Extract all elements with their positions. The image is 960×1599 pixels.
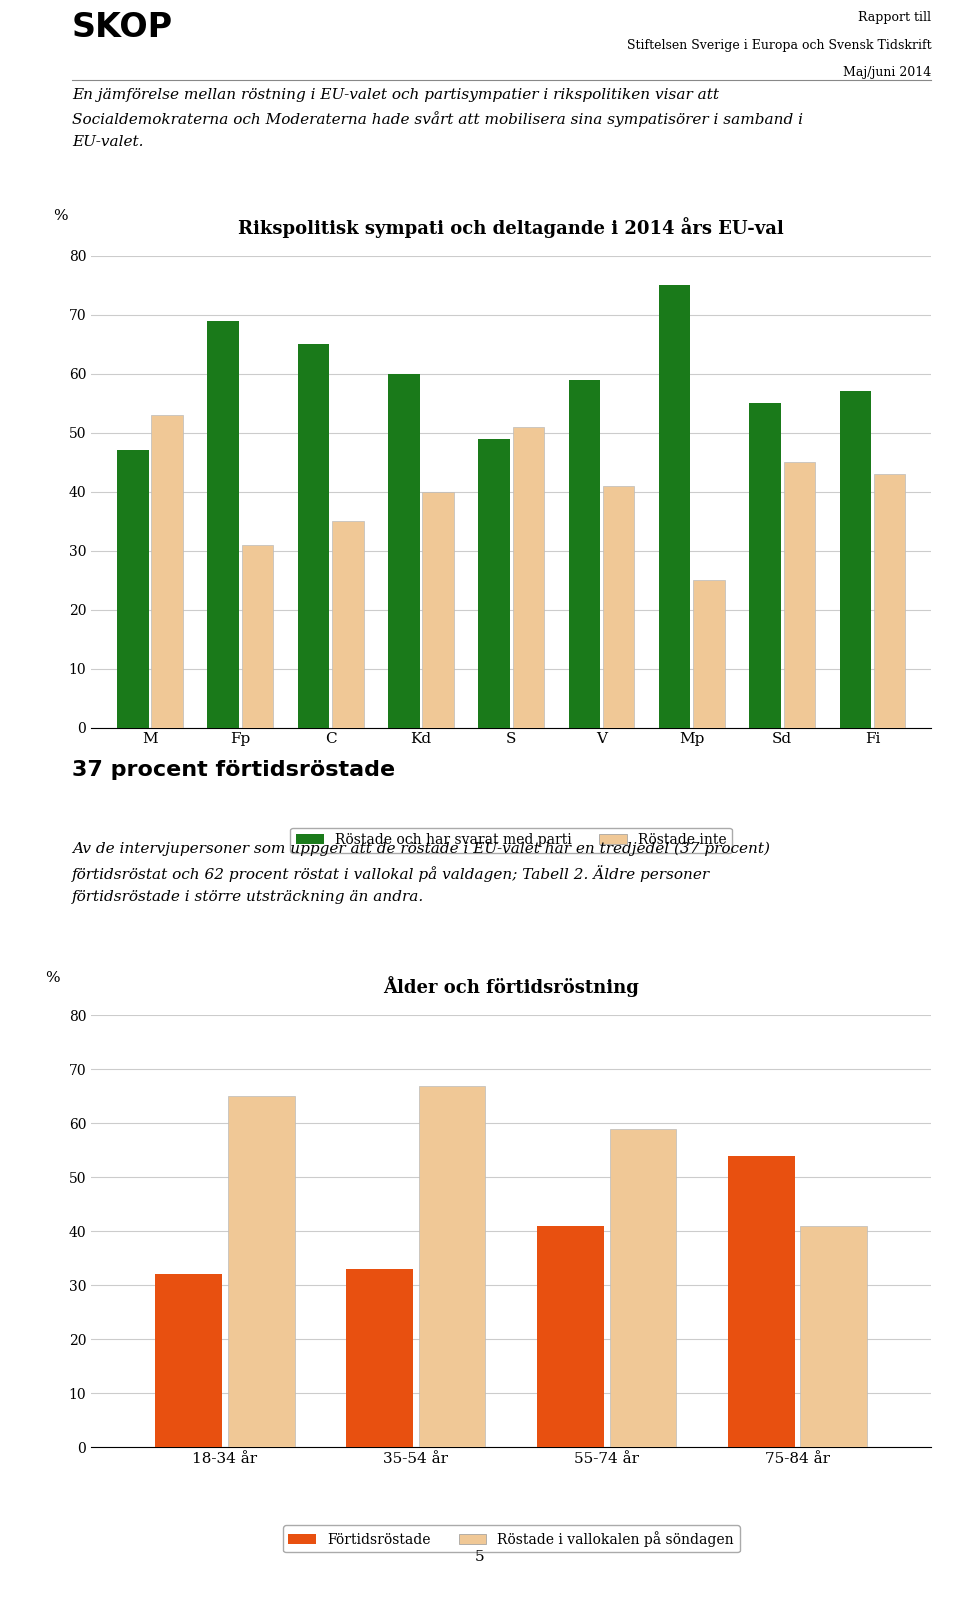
Text: 5: 5 <box>475 1549 485 1564</box>
Bar <box>346 1270 413 1447</box>
Text: Stiftelsen Sverige i Europa och Svensk Tidskrift: Stiftelsen Sverige i Europa och Svensk T… <box>627 38 931 51</box>
Bar <box>874 473 905 728</box>
Title: Rikspolitisk sympati och deltagande i 2014 års EU-val: Rikspolitisk sympati och deltagande i 20… <box>238 217 784 238</box>
Title: Ålder och förtidsröstning: Ålder och förtidsröstning <box>383 977 639 998</box>
Bar <box>228 1097 295 1447</box>
Bar <box>728 1156 795 1447</box>
Bar <box>749 403 780 728</box>
Bar <box>513 427 544 728</box>
Text: %: % <box>54 209 68 222</box>
Bar <box>783 462 815 728</box>
Bar <box>537 1226 604 1447</box>
Bar <box>242 545 274 728</box>
Bar <box>152 416 182 728</box>
Bar <box>419 1086 486 1447</box>
Bar <box>388 374 420 728</box>
Bar <box>207 321 239 728</box>
Bar <box>298 344 329 728</box>
Text: Av de intervjupersoner som uppger att de röstade i EU-valet har en tredjedel (37: Av de intervjupersoner som uppger att de… <box>72 841 770 903</box>
Bar <box>117 451 149 728</box>
Text: En jämförelse mellan röstning i EU-valet och partisympatier i rikspolitiken visa: En jämförelse mellan röstning i EU-valet… <box>72 88 803 149</box>
Bar <box>422 491 454 728</box>
Text: 37 procent förtidsröstade: 37 procent förtidsröstade <box>72 760 396 780</box>
Bar <box>610 1129 677 1447</box>
Bar <box>801 1226 867 1447</box>
Bar <box>332 521 364 728</box>
Bar <box>840 392 871 728</box>
Bar <box>568 379 600 728</box>
Text: Rapport till: Rapport till <box>858 11 931 24</box>
Legend: Förtidsröstade, Röstade i vallokalen på söndagen: Förtidsröstade, Röstade i vallokalen på … <box>283 1525 739 1553</box>
Legend: Röstade och har svarat med parti, Röstade inte: Röstade och har svarat med parti, Röstad… <box>290 828 732 852</box>
Bar <box>156 1274 222 1447</box>
Text: Maj/juni 2014: Maj/juni 2014 <box>843 66 931 78</box>
Bar <box>478 438 510 728</box>
Bar <box>693 580 725 728</box>
Bar <box>603 486 635 728</box>
Bar <box>659 285 690 728</box>
Text: %: % <box>45 971 60 985</box>
Text: SKOP: SKOP <box>72 11 173 45</box>
